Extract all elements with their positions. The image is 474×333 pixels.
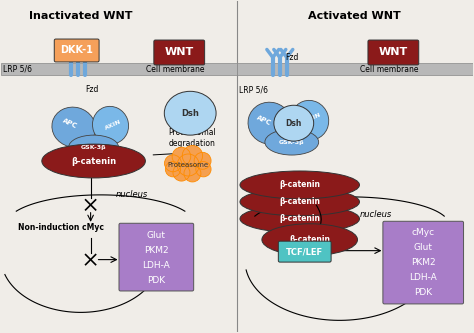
Circle shape xyxy=(164,155,182,172)
Text: DKK-1: DKK-1 xyxy=(60,46,93,56)
FancyBboxPatch shape xyxy=(119,223,194,291)
Text: Fzd: Fzd xyxy=(86,85,99,94)
Circle shape xyxy=(177,154,199,176)
Text: WNT: WNT xyxy=(379,48,408,58)
Text: PDK: PDK xyxy=(147,276,165,285)
Text: Proteasomal
degradation: Proteasomal degradation xyxy=(168,129,216,148)
Text: APC: APC xyxy=(255,114,272,126)
Ellipse shape xyxy=(240,171,359,199)
Text: GSK-3β: GSK-3β xyxy=(81,145,107,150)
Circle shape xyxy=(165,162,181,177)
Text: Cell membrane: Cell membrane xyxy=(146,65,204,74)
Text: LDH-A: LDH-A xyxy=(410,273,437,282)
Circle shape xyxy=(172,147,191,166)
Text: Glut: Glut xyxy=(147,231,166,240)
Text: PDK: PDK xyxy=(414,288,432,297)
Text: β-catenin: β-catenin xyxy=(71,157,116,166)
Text: Activated WNT: Activated WNT xyxy=(308,11,401,21)
Text: AXIN: AXIN xyxy=(105,119,122,131)
Text: LRP 5/6: LRP 5/6 xyxy=(3,65,32,74)
Text: β-catenin: β-catenin xyxy=(289,235,330,244)
FancyBboxPatch shape xyxy=(368,40,419,65)
FancyBboxPatch shape xyxy=(54,39,99,62)
Text: β-catenin: β-catenin xyxy=(279,214,320,223)
Circle shape xyxy=(173,164,190,181)
Text: APC: APC xyxy=(61,117,78,129)
Text: Dsh: Dsh xyxy=(285,119,302,128)
Text: Glut: Glut xyxy=(414,243,433,252)
Text: LRP 5/6: LRP 5/6 xyxy=(239,85,268,94)
Text: β-catenin: β-catenin xyxy=(279,180,320,189)
Ellipse shape xyxy=(42,144,146,178)
Text: Inactivated WNT: Inactivated WNT xyxy=(29,11,132,21)
Ellipse shape xyxy=(164,91,216,135)
Ellipse shape xyxy=(92,106,128,144)
FancyBboxPatch shape xyxy=(154,40,205,65)
Text: Dsh: Dsh xyxy=(181,109,199,118)
Text: TCF/LEF: TCF/LEF xyxy=(286,247,323,256)
Ellipse shape xyxy=(52,107,95,147)
Text: WNT: WNT xyxy=(164,48,194,58)
Bar xyxy=(1,63,237,75)
Text: AXIN: AXIN xyxy=(305,112,323,124)
Text: PKM2: PKM2 xyxy=(411,258,436,267)
Ellipse shape xyxy=(240,205,359,233)
Circle shape xyxy=(196,162,211,177)
Bar xyxy=(237,63,473,75)
Text: Proteasome: Proteasome xyxy=(168,162,209,168)
Text: GSK-3β: GSK-3β xyxy=(279,140,305,145)
Ellipse shape xyxy=(265,129,319,155)
Circle shape xyxy=(194,152,211,169)
Ellipse shape xyxy=(291,100,329,140)
Circle shape xyxy=(182,146,202,166)
Text: Cell membrane: Cell membrane xyxy=(360,65,419,74)
Ellipse shape xyxy=(262,224,357,256)
Ellipse shape xyxy=(274,105,314,141)
FancyBboxPatch shape xyxy=(278,241,331,262)
Ellipse shape xyxy=(248,102,292,144)
Ellipse shape xyxy=(69,135,118,159)
Circle shape xyxy=(184,165,201,182)
Text: PKM2: PKM2 xyxy=(144,246,169,255)
Text: Fzd: Fzd xyxy=(285,53,298,62)
Text: β-catenin: β-catenin xyxy=(279,197,320,206)
Text: nucleus: nucleus xyxy=(359,210,392,219)
Text: LDH-A: LDH-A xyxy=(143,261,170,270)
Text: Non-induction cMyc: Non-induction cMyc xyxy=(18,223,104,232)
Text: cMyc: cMyc xyxy=(411,228,435,237)
Ellipse shape xyxy=(240,188,359,216)
FancyBboxPatch shape xyxy=(383,221,464,304)
Text: nucleus: nucleus xyxy=(116,190,148,199)
